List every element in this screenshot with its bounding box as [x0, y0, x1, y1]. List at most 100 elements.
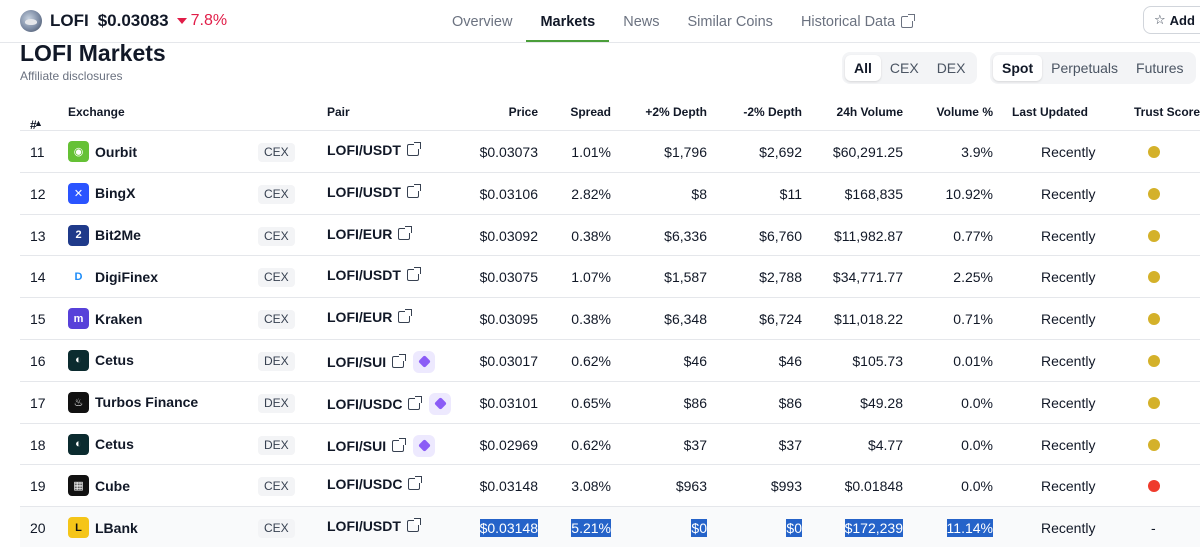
external-link-icon[interactable] — [406, 518, 421, 533]
table-row[interactable]: 14 D DigiFinex CEX LOFI/USDT $0.03075 1.07% $1,… — [20, 256, 1200, 299]
tab-overview[interactable]: Overview — [452, 13, 513, 30]
depth-plus-cell: $1,796 — [664, 144, 707, 160]
table-row[interactable]: 19 ▦ Cube CEX LOFI/USDC $0.03148 3.08% $963 $993… — [20, 465, 1200, 508]
spread-header[interactable]: Spread — [570, 105, 611, 119]
table-row[interactable]: 20 L LBank CEX LOFI/USDT $0.03148 5.21% $0 $0 $17… — [20, 507, 1200, 547]
pair-link[interactable]: LOFI/USDC — [327, 476, 403, 493]
pair-link[interactable]: LOFI/USDT — [327, 183, 401, 200]
depth-minus-cell: $11 — [779, 185, 802, 202]
filter-perpetuals[interactable]: Perpetuals — [1051, 60, 1119, 76]
filter-all[interactable]: All — [845, 55, 881, 81]
volume-cell: $168,835 — [844, 185, 903, 202]
volume-header[interactable]: 24h Volume — [836, 105, 903, 119]
filter-futures[interactable]: Futures — [1136, 60, 1184, 76]
external-link-icon — [901, 13, 916, 28]
filter-dex[interactable]: DEX — [936, 60, 966, 76]
pair-cell[interactable]: LOFI/EUR — [327, 309, 413, 326]
table-row[interactable]: 13 2 Bit2Me CEX LOFI/EUR $0.03092 0.38% $6,336 $… — [20, 215, 1200, 257]
exchange-type-badge: DEX — [258, 393, 295, 413]
pair-cell[interactable]: LOFI/USDC — [327, 392, 452, 415]
pair-cell[interactable]: LOFI/USDT — [327, 142, 421, 158]
depth-minus-cell: $6,724 — [759, 311, 802, 328]
external-link-icon[interactable] — [392, 353, 407, 368]
pair-link[interactable]: LOFI/SUI — [327, 353, 387, 370]
table-row[interactable]: 16 ◐ Cetus DEX LOFI/SUI $0.03017 0.62% $46 $46 $1… — [20, 340, 1200, 382]
spread-cell: 2.82% — [571, 185, 611, 202]
table-row[interactable]: 17 ♨ Turbos Finance DEX LOFI/USDC $0.03101 0.6… — [20, 382, 1200, 424]
external-link-icon[interactable] — [392, 437, 407, 452]
spread-cell: 1.01% — [571, 144, 611, 160]
depth-plus-header[interactable]: +2% Depth — [645, 105, 707, 119]
pair-cell[interactable]: LOFI/USDT — [327, 267, 421, 284]
spread-cell: 0.38% — [571, 311, 611, 328]
external-link-icon[interactable] — [406, 183, 421, 198]
table-row[interactable]: 15 m Kraken CEX LOFI/EUR $0.03095 0.38% $6,348 $… — [20, 298, 1200, 340]
depth-minus-header[interactable]: -2% Depth — [743, 105, 802, 119]
volume-pct-header[interactable]: Volume % — [936, 105, 993, 119]
filter-cex[interactable]: CEX — [889, 60, 919, 76]
table-row[interactable]: 18 ◐ Cetus DEX LOFI/SUI $0.02969 0.62% $37 $37 $4… — [20, 424, 1200, 466]
trust-score-header[interactable]: Trust Score — [1134, 105, 1200, 119]
pair-link[interactable]: LOFI/EUR — [327, 309, 393, 326]
last-updated-cell: Recently — [1041, 311, 1096, 328]
add-button-label: Add — [1169, 12, 1195, 28]
exchange-type-badge: CEX — [258, 143, 295, 162]
external-link-icon[interactable] — [398, 309, 413, 324]
exchange-logo-icon: m — [68, 308, 89, 330]
exchange-cell[interactable]: L LBank — [68, 517, 138, 539]
last-updated-cell: Recently — [1041, 520, 1096, 537]
rank-cell: 13 — [30, 227, 46, 244]
tab-markets[interactable]: Markets — [526, 0, 610, 43]
pair-cell[interactable]: LOFI/USDT — [327, 183, 421, 200]
table-header: # ▲ Exchange Pair Price Spread +2% Depth… — [20, 92, 1200, 132]
exchange-logo-icon: ♨ — [68, 391, 89, 413]
exchange-cell[interactable]: ◉ Ourbit — [68, 141, 137, 162]
pair-link[interactable]: LOFI/USDC — [327, 395, 403, 412]
external-link-icon[interactable] — [408, 476, 423, 491]
table-row[interactable]: 11 ◉ Ourbit CEX LOFI/USDT $0.03073 1.01% $1,796… — [20, 131, 1200, 173]
add-watchlist-button[interactable]: ☆ Add — [1143, 6, 1200, 34]
pair-link[interactable]: LOFI/EUR — [327, 225, 393, 242]
last-updated-cell: Recently — [1041, 185, 1096, 202]
pair-link[interactable]: LOFI/USDT — [327, 142, 401, 158]
tab-historical-data[interactable]: Historical Data — [787, 0, 927, 43]
last-updated-header[interactable]: Last Updated — [1012, 105, 1089, 119]
exchange-cell[interactable]: ▦ Cube — [68, 475, 130, 497]
depth-plus-cell: $6,336 — [664, 227, 707, 244]
exchange-cell[interactable]: 2 Bit2Me — [68, 224, 141, 246]
depth-minus-cell: $37 — [778, 436, 802, 453]
exchange-cell[interactable]: m Kraken — [68, 308, 142, 330]
coin-price: $0.03083 — [97, 11, 169, 30]
external-link-icon[interactable] — [406, 142, 421, 156]
depth-plus-cell: $1,587 — [664, 269, 707, 286]
filter-spot[interactable]: Spot — [993, 55, 1043, 81]
pair-link[interactable]: LOFI/USDT — [327, 518, 401, 535]
last-updated-cell: Recently — [1041, 478, 1096, 495]
rank-cell: 14 — [30, 269, 46, 286]
price-header[interactable]: Price — [508, 105, 538, 119]
pair-link[interactable]: LOFI/SUI — [327, 437, 387, 454]
pair-cell[interactable]: LOFI/SUI — [327, 350, 436, 373]
trust-score-dot — [1148, 354, 1160, 367]
pair-link[interactable]: LOFI/USDT — [327, 267, 401, 284]
table-row[interactable]: 12 ✕ BingX CEX LOFI/USDT $0.03106 2.82% $8 $11 $1… — [20, 173, 1200, 215]
external-link-icon[interactable] — [408, 395, 423, 410]
pair-cell[interactable]: LOFI/USDT — [327, 518, 421, 535]
pair-cell[interactable]: LOFI/EUR — [327, 225, 413, 242]
tab-news[interactable]: News — [623, 13, 660, 30]
spread-cell: 3.08% — [571, 478, 611, 495]
external-link-icon[interactable] — [398, 225, 413, 240]
exchange-cell[interactable]: ♨ Turbos Finance — [68, 391, 198, 413]
external-link-icon[interactable] — [406, 267, 421, 282]
exchange-cell[interactable]: ✕ BingX — [68, 182, 135, 204]
exchange-cell[interactable]: D DigiFinex — [68, 266, 158, 288]
pair-header[interactable]: Pair — [327, 105, 350, 119]
pair-cell[interactable]: LOFI/USDC — [327, 476, 423, 493]
price-cell: $0.03092 — [479, 227, 538, 244]
affiliate-disclosures-link[interactable]: Affiliate disclosures — [20, 69, 123, 83]
pair-cell[interactable]: LOFI/SUI — [327, 434, 436, 457]
tab-similar-coins[interactable]: Similar Coins — [687, 13, 773, 30]
exchange-cell[interactable]: ◐ Cetus — [68, 433, 134, 455]
exchange-cell[interactable]: ◐ Cetus — [68, 349, 134, 371]
exchange-header[interactable]: Exchange — [68, 105, 125, 119]
